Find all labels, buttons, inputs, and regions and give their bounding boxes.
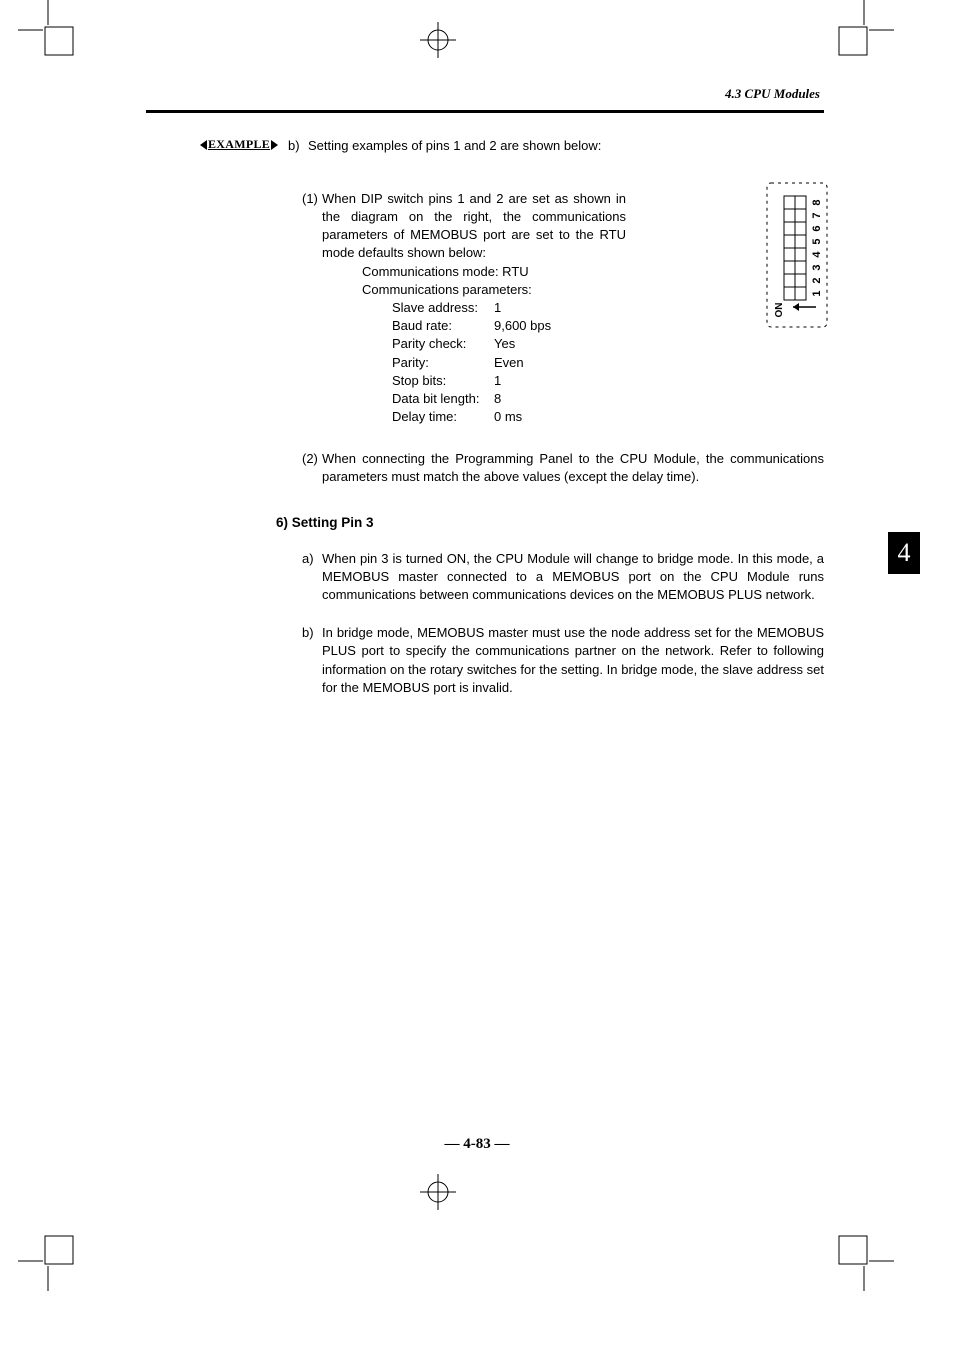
svg-text:7: 7 bbox=[811, 212, 823, 218]
label-a2: a) bbox=[302, 550, 314, 568]
page-body: 4.3 CPU Modules EXAMPLE b) Setting examp… bbox=[146, 86, 824, 697]
param-key: Delay time: bbox=[392, 408, 494, 426]
table-row: Delay time:0 ms bbox=[392, 408, 824, 426]
text-b2: In bridge mode, MEMOBUS master must use … bbox=[322, 624, 824, 697]
page-number: — 4-83 — bbox=[0, 1136, 954, 1153]
crop-mark-tr bbox=[834, 0, 894, 60]
dip-switch-diagram: 1 2 3 4 5 6 7 8 ON bbox=[766, 182, 828, 333]
svg-text:8: 8 bbox=[811, 199, 823, 205]
registration-mark-bottom bbox=[418, 1172, 458, 1212]
label-b: b) bbox=[288, 137, 300, 156]
svg-text:1: 1 bbox=[811, 290, 823, 296]
item2-paragraph: When connecting the Programming Panel to… bbox=[322, 450, 824, 486]
item2-number: (2) bbox=[302, 450, 318, 468]
params-table: Slave address:1Baud rate:9,600 bpsParity… bbox=[322, 299, 824, 426]
item1-params-line: Communications parameters: bbox=[322, 281, 824, 299]
svg-text:2: 2 bbox=[811, 277, 823, 283]
item1-paragraph: When DIP switch pins 1 and 2 are set as … bbox=[322, 190, 626, 263]
svg-text:3: 3 bbox=[811, 264, 823, 270]
param-value: 9,600 bps bbox=[494, 317, 551, 335]
table-row: Data bit length:8 bbox=[392, 390, 824, 408]
list-item-1: (1) When DIP switch pins 1 and 2 are set… bbox=[146, 190, 824, 426]
param-value: 1 bbox=[494, 372, 501, 390]
section-b2: b) In bridge mode, MEMOBUS master must u… bbox=[146, 624, 824, 697]
chapter-side-tab: 4 bbox=[888, 532, 920, 574]
param-value: Even bbox=[494, 354, 524, 372]
svg-text:6: 6 bbox=[811, 225, 823, 231]
section-b: b) Setting examples of pins 1 and 2 are … bbox=[146, 137, 824, 156]
table-row: Slave address:1 bbox=[392, 299, 824, 317]
crop-mark-bl bbox=[18, 1231, 78, 1291]
text-a2: When pin 3 is turned ON, the CPU Module … bbox=[322, 550, 824, 605]
registration-mark-top bbox=[418, 20, 458, 60]
table-row: Stop bits:1 bbox=[392, 372, 824, 390]
running-head: 4.3 CPU Modules bbox=[146, 86, 824, 102]
param-key: Stop bits: bbox=[392, 372, 494, 390]
heading-setting-pin-3: 6) Setting Pin 3 bbox=[146, 515, 824, 530]
crop-mark-br bbox=[834, 1231, 894, 1291]
list-item-2: (2) When connecting the Programming Pane… bbox=[146, 450, 824, 486]
label-b2: b) bbox=[302, 624, 314, 642]
section-a2: a) When pin 3 is turned ON, the CPU Modu… bbox=[146, 550, 824, 605]
header-rule bbox=[146, 110, 824, 113]
param-value: Yes bbox=[494, 335, 515, 353]
content: EXAMPLE b) Setting examples of pins 1 an… bbox=[146, 137, 824, 697]
param-value: 1 bbox=[494, 299, 501, 317]
svg-text:ON: ON bbox=[774, 302, 785, 317]
svg-text:4: 4 bbox=[811, 250, 823, 257]
table-row: Parity:Even bbox=[392, 354, 824, 372]
param-key: Parity: bbox=[392, 354, 494, 372]
item1-number: (1) bbox=[302, 190, 318, 208]
table-row: Parity check:Yes bbox=[392, 335, 824, 353]
param-key: Parity check: bbox=[392, 335, 494, 353]
table-row: Baud rate:9,600 bps bbox=[392, 317, 824, 335]
param-value: 8 bbox=[494, 390, 501, 408]
crop-mark-tl bbox=[18, 0, 78, 60]
param-key: Data bit length: bbox=[392, 390, 494, 408]
item1-mode-line: Communications mode: RTU bbox=[322, 263, 824, 281]
text-b: Setting examples of pins 1 and 2 are sho… bbox=[308, 137, 824, 156]
param-key: Slave address: bbox=[392, 299, 494, 317]
param-key: Baud rate: bbox=[392, 317, 494, 335]
param-value: 0 ms bbox=[494, 408, 522, 426]
svg-text:5: 5 bbox=[811, 238, 823, 244]
